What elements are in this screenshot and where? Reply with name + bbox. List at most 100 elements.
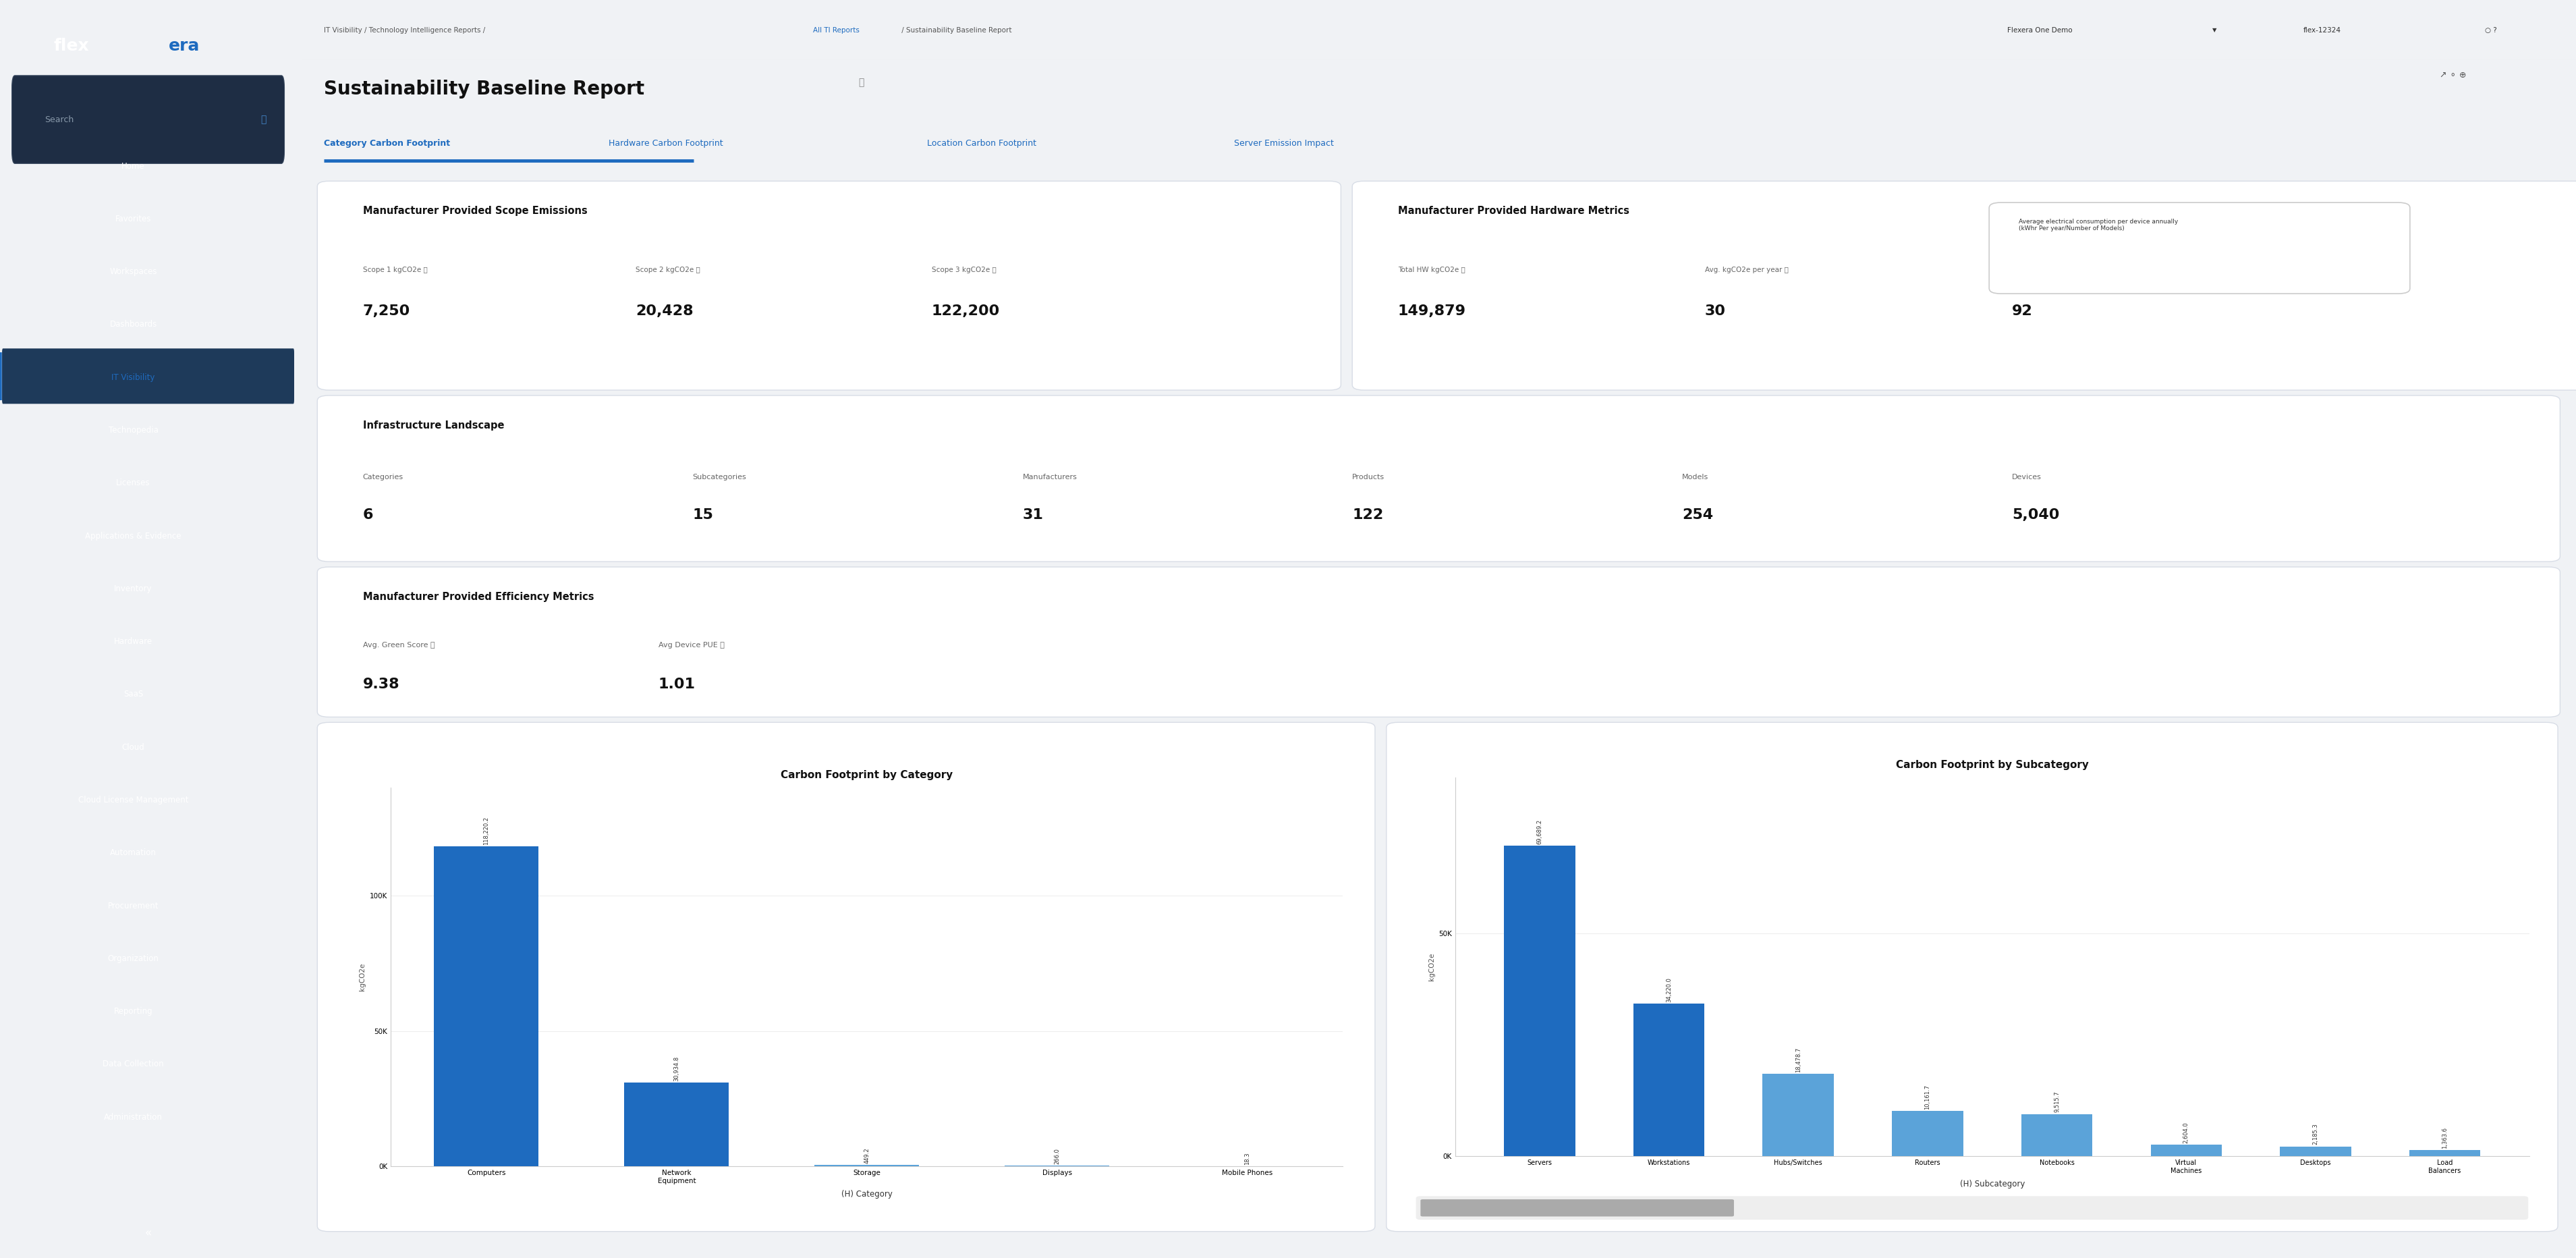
Text: Cloud: Cloud <box>121 743 144 751</box>
Text: Manufacturer Provided Scope Emissions: Manufacturer Provided Scope Emissions <box>363 206 587 216</box>
Text: Avg. kWhr per year ⓘ: Avg. kWhr per year ⓘ <box>2012 267 2087 273</box>
Text: 122: 122 <box>1352 508 1383 522</box>
Text: Search: Search <box>44 116 75 123</box>
FancyBboxPatch shape <box>317 567 2561 717</box>
X-axis label: (H) Subcategory: (H) Subcategory <box>1960 1180 2025 1189</box>
Text: 18,478.7: 18,478.7 <box>1795 1047 1801 1072</box>
Bar <box>2151 1145 2221 1156</box>
Text: ⌕: ⌕ <box>260 114 265 125</box>
Text: flex: flex <box>54 38 88 54</box>
Text: 30,934.8: 30,934.8 <box>672 1055 680 1081</box>
Bar <box>2280 1146 2352 1156</box>
Text: Workspaces: Workspaces <box>111 268 157 276</box>
Text: Hardware: Hardware <box>113 638 152 645</box>
Text: 18.3: 18.3 <box>1244 1152 1249 1165</box>
Text: Manufacturer Provided Efficiency Metrics: Manufacturer Provided Efficiency Metrics <box>363 591 595 601</box>
Text: 9.38: 9.38 <box>363 677 399 691</box>
Text: Organization: Organization <box>108 955 160 962</box>
Text: 30: 30 <box>1705 304 1726 318</box>
Text: 449.2: 449.2 <box>863 1147 871 1164</box>
Text: Devices: Devices <box>2012 474 2043 481</box>
Y-axis label: kgCO2e: kgCO2e <box>1427 954 1435 981</box>
Text: 9,515.7: 9,515.7 <box>2053 1091 2061 1112</box>
Text: Sustainability Baseline Report: Sustainability Baseline Report <box>325 79 644 98</box>
Text: ⓘ: ⓘ <box>858 78 866 87</box>
Text: 92: 92 <box>2012 304 2032 318</box>
Text: Infrastructure Landscape: Infrastructure Landscape <box>363 420 505 430</box>
Text: 20,428: 20,428 <box>636 304 693 318</box>
Text: 1,363.6: 1,363.6 <box>2442 1127 2447 1149</box>
Text: Hardware Carbon Footprint: Hardware Carbon Footprint <box>608 140 724 148</box>
Text: Administration: Administration <box>103 1113 162 1121</box>
Text: IT Visibility / Technology Intelligence Reports /: IT Visibility / Technology Intelligence … <box>325 26 487 34</box>
Text: Inventory: Inventory <box>113 585 152 593</box>
Text: Automation: Automation <box>111 849 157 857</box>
Text: ○ ?: ○ ? <box>2486 26 2496 34</box>
Text: Manufacturer Provided Hardware Metrics: Manufacturer Provided Hardware Metrics <box>1399 206 1628 216</box>
Text: Avg. kgCO2e per year ⓘ: Avg. kgCO2e per year ⓘ <box>1705 267 1788 273</box>
Text: Avg. Green Score ⓘ: Avg. Green Score ⓘ <box>363 642 435 649</box>
Text: Categories: Categories <box>363 474 404 481</box>
Bar <box>623 1083 729 1166</box>
Text: Data Collection: Data Collection <box>103 1060 165 1068</box>
Text: Applications & Evidence: Applications & Evidence <box>85 532 180 540</box>
Text: Total HW kgCO2e ⓘ: Total HW kgCO2e ⓘ <box>1399 267 1466 273</box>
FancyBboxPatch shape <box>1417 1196 2527 1220</box>
Text: 1.01: 1.01 <box>659 677 696 691</box>
Text: Technopedia: Technopedia <box>108 426 157 434</box>
Text: 69,689.2: 69,689.2 <box>1535 819 1543 844</box>
Text: 118,220.2: 118,220.2 <box>484 816 489 845</box>
Bar <box>2022 1113 2092 1156</box>
Text: Average electrical consumption per device annually
(kWhr Per year/Number of Mode: Average electrical consumption per devic… <box>2020 219 2179 231</box>
Text: Category Carbon Footprint: Category Carbon Footprint <box>325 140 451 148</box>
Text: Manufacturers: Manufacturers <box>1023 474 1077 481</box>
FancyBboxPatch shape <box>1989 203 2411 293</box>
Text: Flexera One Demo: Flexera One Demo <box>2007 26 2074 34</box>
Text: Products: Products <box>1352 474 1386 481</box>
Text: 7,250: 7,250 <box>363 304 410 318</box>
Text: 2,604.0: 2,604.0 <box>2182 1122 2190 1144</box>
FancyBboxPatch shape <box>317 722 1376 1232</box>
Text: 10,161.7: 10,161.7 <box>1924 1084 1929 1110</box>
Text: 122,200: 122,200 <box>933 304 999 318</box>
Text: Cloud License Management: Cloud License Management <box>77 796 188 804</box>
Text: ▼: ▼ <box>2213 28 2215 33</box>
Text: Dashboards: Dashboards <box>111 321 157 328</box>
Text: 5,040: 5,040 <box>2012 508 2058 522</box>
Text: Scope 2 kgCO2e ⓘ: Scope 2 kgCO2e ⓘ <box>636 267 701 273</box>
Text: 266.0: 266.0 <box>1054 1147 1061 1164</box>
Title: Carbon Footprint by Subcategory: Carbon Footprint by Subcategory <box>1896 760 2089 770</box>
FancyBboxPatch shape <box>1386 722 2558 1232</box>
Bar <box>2409 1150 2481 1156</box>
Bar <box>1762 1074 1834 1156</box>
Text: / Sustainability Baseline Report: / Sustainability Baseline Report <box>899 26 1012 34</box>
FancyBboxPatch shape <box>1419 1199 1734 1216</box>
Text: 254: 254 <box>1682 508 1713 522</box>
Text: 31: 31 <box>1023 508 1043 522</box>
Text: era: era <box>170 38 201 54</box>
Text: 2,185.3: 2,185.3 <box>2313 1123 2318 1145</box>
Text: All TI Reports: All TI Reports <box>814 26 860 34</box>
Y-axis label: kgCO2e: kgCO2e <box>358 962 366 991</box>
Bar <box>435 847 538 1166</box>
Text: Reporting: Reporting <box>113 1008 152 1015</box>
Text: Scope 3 kgCO2e ⓘ: Scope 3 kgCO2e ⓘ <box>933 267 997 273</box>
Text: Location Carbon Footprint: Location Carbon Footprint <box>927 140 1036 148</box>
Text: Favorites: Favorites <box>116 215 152 223</box>
Text: Server Emission Impact: Server Emission Impact <box>1234 140 1334 148</box>
X-axis label: (H) Category: (H) Category <box>842 1190 891 1199</box>
FancyBboxPatch shape <box>1352 181 2576 390</box>
Bar <box>1891 1111 1963 1156</box>
Text: 149,879: 149,879 <box>1399 304 1466 318</box>
FancyBboxPatch shape <box>3 348 294 404</box>
Bar <box>1504 845 1574 1156</box>
Text: Procurement: Procurement <box>108 902 160 910</box>
FancyBboxPatch shape <box>317 395 2561 561</box>
Text: ↗ ⚬ ⊕: ↗ ⚬ ⊕ <box>2439 70 2465 79</box>
FancyBboxPatch shape <box>13 75 283 164</box>
Text: Models: Models <box>1682 474 1708 481</box>
Text: Scope 1 kgCO2e ⓘ: Scope 1 kgCO2e ⓘ <box>363 267 428 273</box>
Text: IT Visibility: IT Visibility <box>111 374 155 381</box>
Text: «: « <box>144 1227 152 1239</box>
Text: SaaS: SaaS <box>124 691 144 698</box>
